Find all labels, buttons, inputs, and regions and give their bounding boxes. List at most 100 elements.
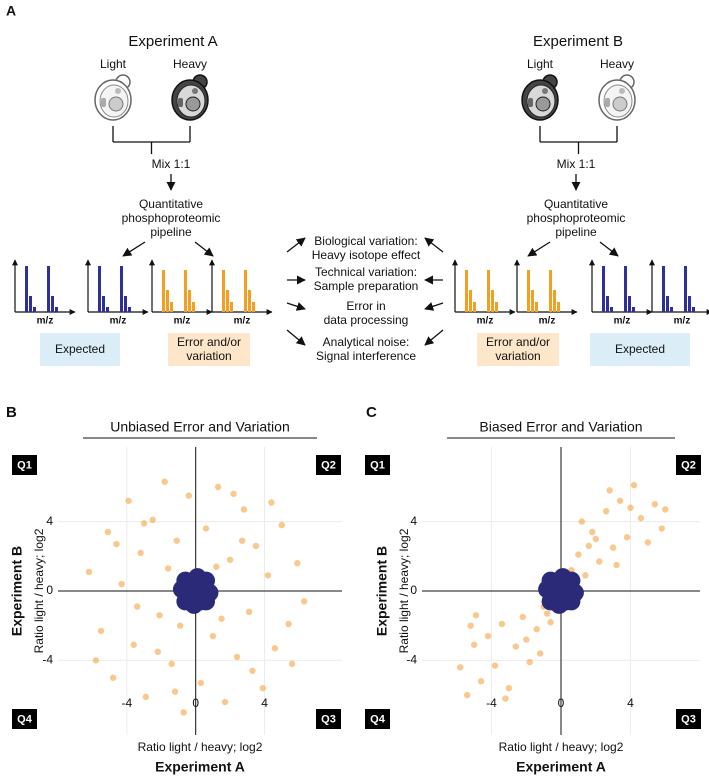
cell-vacuole [192,88,198,94]
point [133,603,141,610]
spectrum-peak [166,290,169,312]
spectrum-peak [553,290,556,312]
experiment-title: Experiment B [533,33,623,50]
x-tick-label: -4 [122,696,133,710]
arrow [599,241,619,257]
spectrum-peak [244,270,247,312]
point [630,481,638,489]
spectrum-peak [188,290,191,312]
point [173,537,180,544]
y-axis-title: Experiment B [374,546,390,636]
quadrant-label: Q1 [370,459,385,471]
x-axis-label: Ratio light / heavy; log2 [138,740,263,754]
quadrant-label: Q4 [17,713,33,725]
heavy-cell-icon [521,74,559,121]
point [238,537,246,544]
spectrum-peak [51,296,54,312]
x-tick-label: -4 [486,696,497,710]
light-cell-icon [598,74,636,121]
point [477,678,485,685]
point [109,674,117,681]
source-label: Sample preparation [314,279,419,293]
point [271,645,279,652]
x-axis-title: Experiment A [516,759,606,775]
heavy-label: Heavy [600,57,634,71]
x-tick-label: 4 [261,696,268,710]
cell-organelle [528,98,533,107]
point [264,572,272,579]
source-label: Signal interference [316,349,416,363]
cell-nucleus [108,96,124,112]
spectrum-peak [120,266,123,312]
arrow [286,329,306,346]
light-label: Light [100,57,127,71]
point [202,525,210,532]
point [662,506,669,513]
panel-label: A [6,3,16,19]
core-point [541,571,560,590]
expected-label: Expected [615,342,665,356]
spectrum-peak [465,270,468,312]
point [523,636,530,643]
point [125,497,132,504]
point [285,620,292,628]
axis-label: m/z [674,316,691,327]
point [463,691,471,699]
point [502,695,509,702]
axis-label: m/z [37,316,54,327]
spectrum-peak [170,302,173,312]
point [512,643,520,650]
x-tick-label: 4 [627,696,634,710]
spectrum-peak [531,290,534,312]
point [85,568,93,576]
point [592,535,599,543]
point [585,542,592,550]
spectrum-peak [33,307,36,312]
spectrum-peak [248,290,251,312]
core-point [176,571,195,590]
axis-label: m/z [174,316,191,327]
point [543,610,551,617]
pipeline-label: phosphoproteomic [527,211,626,225]
point [658,525,665,532]
source-label: Error in [346,299,385,313]
point [118,580,125,588]
spectrum-peak [162,270,165,312]
spectrum-peak [606,296,609,312]
arrow [286,237,306,253]
pipeline-label: Quantitative [139,197,203,211]
spectrum-peak [495,302,498,312]
source-label: Technical variation: [315,265,417,279]
point [214,483,222,491]
y-axis-title: Experiment B [9,546,25,636]
axis-label: m/z [614,316,631,327]
cell-nucleus [612,96,628,112]
y-tick-label: -4 [42,653,53,667]
spectrum-peak [98,266,101,312]
y-tick-label: -4 [406,653,417,667]
point [498,620,506,628]
axis-label: m/z [110,316,127,327]
arrow [286,302,306,311]
point [602,507,610,515]
chart-title: Unbiased Error and Variation [110,419,290,435]
point [113,540,120,548]
spectrum-peak [192,302,195,312]
point [533,625,540,633]
error-box [168,333,250,366]
source-label: Heavy isotope effect [312,248,421,262]
point [609,544,617,551]
spectrum-peak [473,302,476,312]
source-label: Analytical noise: [323,335,410,349]
quadrant-label: Q4 [370,713,386,725]
error-label: variation [186,349,231,363]
spectrum-peak [610,307,613,312]
point [137,549,144,557]
spectrum-peak [230,302,233,312]
y-axis-label: Ratio light / heavy; log2 [32,528,46,653]
quadrant-box [676,455,701,475]
y-tick-label: 4 [410,514,417,528]
spectrum-peak [557,302,560,312]
mix-label: Mix 1:1 [152,157,191,171]
spectrum-peak [226,290,229,312]
